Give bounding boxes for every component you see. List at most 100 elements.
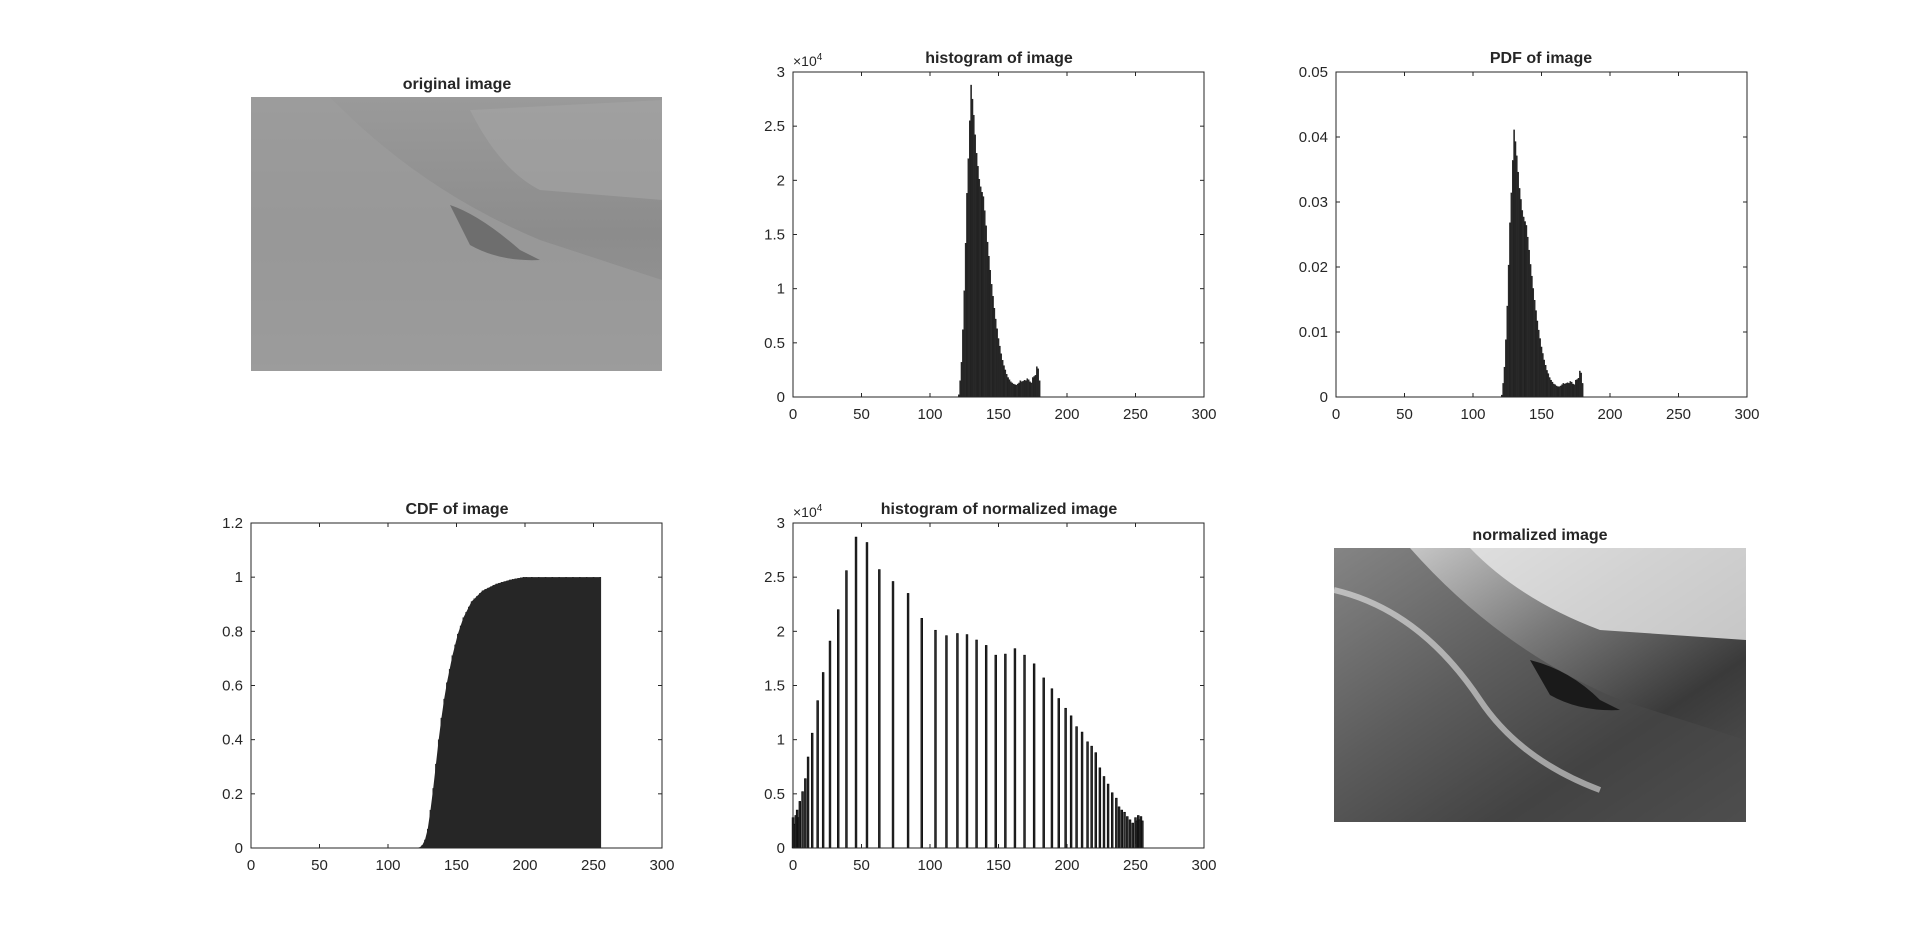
bar [1572,383,1574,398]
bar [973,115,975,398]
x-tick-label: 100 [917,406,942,423]
y-exponent-label: ×104 [793,503,823,520]
bar [804,778,807,849]
bar [1562,383,1565,398]
bar [1509,222,1511,398]
bar [960,362,963,398]
bar [1131,822,1134,849]
y-tick-label: 2.5 [764,118,785,135]
y-tick-label: 1 [777,732,785,749]
bar [1558,386,1561,398]
panel-title: normalized image [1472,527,1607,544]
normalized-image-ridge [1333,587,1602,793]
bar [1050,688,1054,849]
bar [1531,275,1533,398]
x-tick-label: 150 [444,857,469,874]
bar [1544,364,1547,398]
bar [1019,380,1022,398]
x-tick-label: 250 [1666,406,1691,423]
bar [1106,783,1110,849]
bar [1548,377,1551,398]
bar [967,158,970,398]
bar [1554,384,1556,398]
bar [1012,383,1015,398]
x-tick-label: 200 [512,857,537,874]
y-tick-label: 0.02 [1299,259,1328,276]
bar [984,210,986,398]
bar [878,569,881,849]
bar [1502,383,1504,398]
x-tick-label: 300 [1191,857,1216,874]
bar [891,581,895,849]
bar [1539,338,1541,398]
bar [1023,654,1026,849]
y-tick-label: 0.2 [222,786,243,803]
bar [1057,698,1060,849]
bar [981,192,983,398]
bar [1025,380,1027,398]
x-tick-label: 50 [853,857,870,874]
y-tick-label: 0.01 [1299,324,1328,341]
x-tick-label: 300 [649,857,674,874]
y-tick-label: 0 [1320,389,1328,406]
bar [977,166,979,398]
bar [1532,288,1535,398]
bar [970,84,972,398]
bar [1014,384,1016,398]
x-tick-label: 150 [986,857,1011,874]
bar [1090,745,1093,849]
bar [1570,381,1573,398]
x-tick-label: 300 [1191,406,1216,423]
bar [959,380,961,398]
x-tick-label: 0 [789,857,797,874]
bar [1064,707,1067,849]
bar [1007,377,1009,398]
bar [1030,382,1033,398]
y-exponent-label: ×104 [793,52,823,69]
bar [975,639,978,849]
bar [1553,383,1555,398]
bar [1015,384,1018,398]
histogram-of-normalized-image-panel: histogram of normalized image ×104 0 50 10… [764,501,1216,874]
bar [816,700,819,849]
panel-title: histogram of image [925,50,1073,67]
x-tick-label: 200 [1054,857,1079,874]
bar [971,98,974,398]
bar [1005,374,1008,398]
cdf-area [416,577,601,848]
bar [1008,379,1011,398]
bar [1536,320,1539,398]
bar [1524,221,1526,398]
bar [1128,819,1132,849]
bar [1514,141,1517,398]
bar [1117,806,1121,849]
y-tick-label: 0 [777,840,785,857]
bar [1037,368,1039,398]
normalized-image-panel: normalized image [1333,527,1746,822]
y-tick-label: 1.5 [764,227,785,244]
bar [1001,360,1004,398]
bar [1557,386,1559,398]
bar [1027,379,1030,398]
bar [1023,380,1026,398]
bar [1542,353,1544,398]
bar [1004,369,1007,398]
bar [1547,373,1550,398]
original-image-hillside [251,97,662,371]
bar [990,284,993,398]
bar [1520,199,1522,398]
bar [934,629,937,849]
bar [1527,236,1529,398]
bar [1533,299,1536,398]
bar [1038,380,1041,398]
bar [845,570,848,849]
bar [801,791,804,849]
bar [1032,377,1034,398]
bar [906,593,910,849]
bar [963,290,965,398]
original-image-panel: original image [251,76,662,371]
bar [1529,264,1532,398]
bar [1004,653,1007,849]
bar [1034,375,1037,398]
bar [1102,776,1106,849]
